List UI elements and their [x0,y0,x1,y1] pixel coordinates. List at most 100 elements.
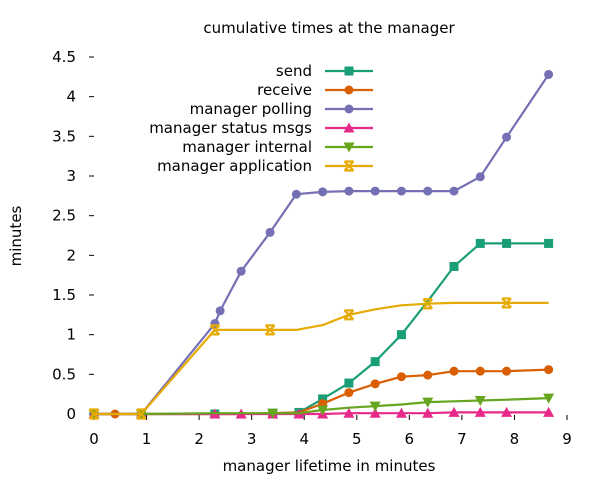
legend-item: send [276,62,373,80]
legend-marker [344,104,354,114]
legend-marker [343,160,355,172]
legend-item: manager status msgs [149,119,373,137]
data-point [449,261,459,271]
legend-marker [344,85,354,95]
data-point [215,306,225,316]
x-axis-label: manager lifetime in minutes [223,457,436,475]
data-point [209,324,221,336]
y-tick-label: 4 [66,88,76,106]
data-point [449,186,459,196]
y-tick-label: 2.5 [52,207,76,225]
data-point [543,393,555,404]
data-point [422,298,434,310]
x-tick-label: 4 [299,430,309,448]
data-point [448,406,460,417]
y-ticks: 0 0.5 1 1.5 2 2.5 3 3.5 4 4.5 [52,48,94,423]
data-point [423,186,433,196]
data-point [501,297,512,309]
data-point [396,186,406,196]
data-point [267,408,279,419]
series-line [94,397,549,416]
data-point [449,366,459,376]
data-point [544,69,554,79]
series-layer [88,69,555,420]
x-tick-label: 6 [405,430,415,448]
x-tick-label: 8 [510,430,520,448]
data-point [369,407,381,418]
legend-label: manager application [157,157,312,175]
y-tick-label: 2 [66,246,76,264]
data-point [396,372,406,382]
data-point [370,186,380,196]
data-point [344,186,354,196]
legend-item: manager application [157,157,373,175]
legend-label: receive [257,81,312,99]
y-tick-label: 3 [66,167,76,185]
series-manager-application [88,297,549,420]
y-axis-label: minutes [7,205,25,266]
y-tick-label: 3.5 [52,127,76,145]
data-point [264,324,276,336]
data-point [544,365,554,375]
legend-marker [344,66,354,76]
data-point [344,388,354,398]
x-tick-label: 7 [457,430,467,448]
data-point [317,405,329,416]
y-tick-label: 0 [66,405,76,423]
y-tick-label: 4.5 [52,48,76,66]
data-point [474,396,486,407]
y-tick-label: 0.5 [52,365,76,383]
plot-frame [94,57,567,414]
data-point [369,401,381,412]
data-point [236,266,246,276]
data-point [502,238,512,248]
data-point [318,394,328,404]
data-point [543,406,555,417]
data-point [344,378,354,388]
x-tick-label: 9 [562,430,572,448]
data-point [544,238,554,248]
legend-label: manager internal [182,138,312,156]
data-point [318,187,328,197]
chart-title: cumulative times at the manager [203,19,455,37]
legend-label: manager status msgs [149,119,312,137]
legend-item: manager internal [182,138,373,156]
x-ticks: 0 1 2 3 4 5 6 7 8 9 [89,415,572,448]
data-point [475,238,485,248]
legend-marker [343,142,355,153]
data-point [370,379,380,389]
data-point [475,172,485,182]
data-point [502,132,512,142]
data-point [396,330,406,340]
data-point [291,189,301,199]
data-point [422,407,434,418]
data-point [343,407,355,418]
x-tick-label: 0 [89,430,99,448]
legend-label: send [276,62,312,80]
x-tick-label: 3 [247,430,257,448]
x-tick-label: 2 [194,430,204,448]
legend-item: manager polling [190,100,373,118]
y-tick-label: 1.5 [52,286,76,304]
data-point [422,397,434,408]
data-point [370,357,380,367]
series-line [94,73,550,416]
x-tick-label: 5 [352,430,362,448]
data-point [501,406,513,417]
data-point [395,407,407,418]
data-point [136,408,147,420]
data-point [474,406,486,417]
data-point [265,227,275,237]
data-point [88,408,100,420]
data-point [423,370,433,380]
legend-marker [343,122,355,133]
legend-label: manager polling [190,100,312,118]
data-point [475,366,485,376]
data-point [502,366,512,376]
data-point [343,309,355,321]
y-tick-label: 1 [66,326,76,344]
legend-item: receive [257,81,373,99]
x-tick-label: 1 [142,430,152,448]
